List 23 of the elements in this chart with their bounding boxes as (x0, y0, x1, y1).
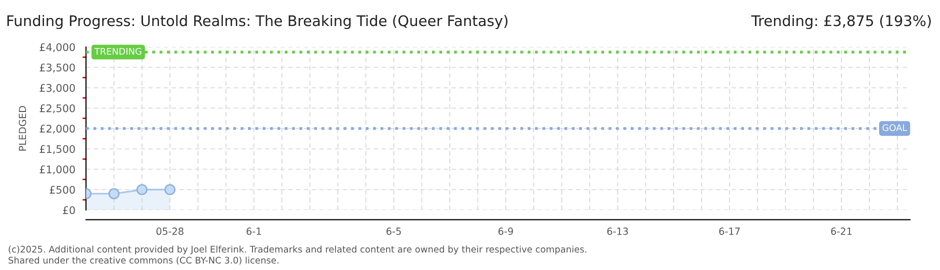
x-tick-label: 6-17 (719, 228, 740, 235)
x-tick-label: 6-1 (246, 228, 261, 235)
y-tick-label: £1,500 (40, 145, 75, 154)
y-tick-label: £0 (62, 206, 75, 214)
x-tick-label: 6-13 (607, 228, 628, 235)
y-axis-title: PLEDGED (18, 106, 26, 151)
x-tick-label: 6-21 (831, 228, 852, 235)
x-tick-label: 6-5 (386, 228, 401, 235)
y-tick-label: £4,000 (40, 43, 75, 52)
y-tick-label: £2,000 (40, 124, 75, 134)
y-tick-label: £2,500 (40, 104, 75, 114)
ref-line-label: GOAL (882, 124, 908, 132)
x-tick-label: 05-28 (156, 228, 184, 235)
y-tick-label: £500 (50, 186, 75, 194)
y-tick-label: £1,000 (40, 165, 75, 174)
x-tick-label: 6-9 (498, 228, 513, 235)
y-tick-label: £3,000 (40, 84, 75, 93)
ref-line-label: TRENDING (94, 48, 142, 55)
text: (c)2025. Additional content provided by Joel Elferink. Trademarks and related content are owned by their respective companies. (8, 246, 586, 254)
text: Shared under the creative commons (CC BY-NC 3.0) license. (8, 256, 278, 265)
chart-title: Funding Progress: Untold Realms: The Breaking Tide (Queer Fantasy) (7, 14, 508, 30)
chart-subtitle: Trending: £3,875 (193%) (751, 14, 931, 30)
y-tick-label: £3,500 (40, 64, 75, 73)
